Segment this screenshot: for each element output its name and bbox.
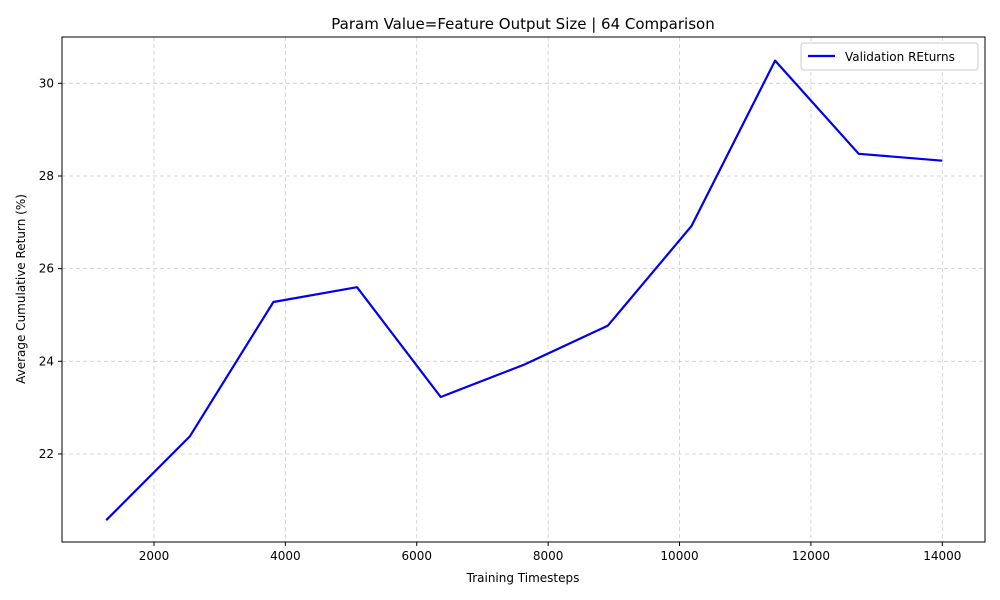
y-axis-ticks: 22 24 26 28 30 [39,76,62,461]
y-tick-label: 26 [39,262,54,276]
y-tick-label: 24 [39,354,54,368]
legend-entry-label: Validation REturns [845,50,955,64]
x-tick-label: 6000 [401,549,432,563]
legend-box [800,42,979,71]
plot-frame [61,36,986,543]
x-axis-label: Training Timesteps [466,571,580,585]
chart-title: Param Value=Feature Output Size | 64 Com… [331,15,714,33]
series-line [105,59,943,521]
x-tick-label: 14000 [923,549,961,563]
x-axis-ticks: 2000 4000 6000 8000 10000 12000 14000 [139,542,961,563]
y-tick-label: 22 [39,447,54,461]
grid-lines [62,37,985,542]
y-tick-label: 30 [39,76,54,90]
x-tick-label: 4000 [270,549,301,563]
x-tick-label: 8000 [533,549,564,563]
x-tick-label: 12000 [792,549,830,563]
y-axis-label: Average Cumulative Return (%) [14,194,28,384]
x-tick-label: 10000 [660,549,698,563]
series-lines [105,59,943,521]
x-tick-label: 2000 [139,549,170,563]
legend: Validation REturns [800,42,979,71]
y-tick-label: 28 [39,169,54,183]
